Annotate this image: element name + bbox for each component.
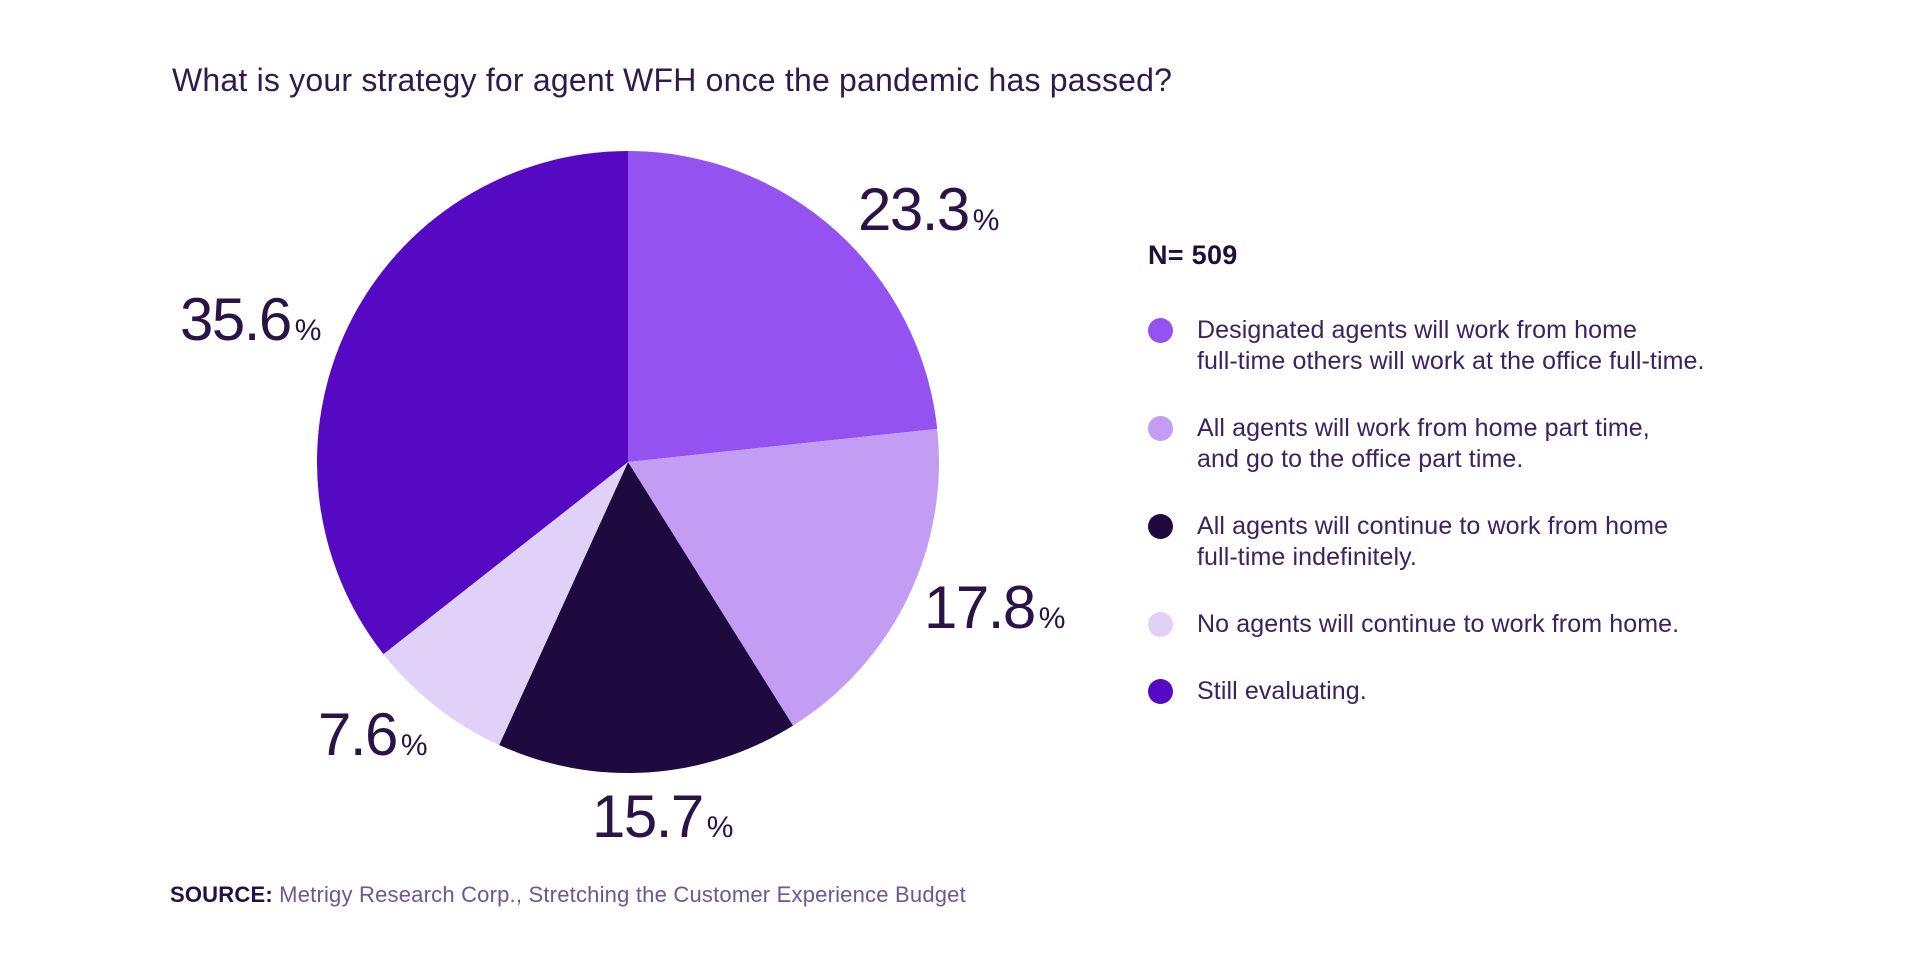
legend-item-label: No agents will continue to work from hom… [1197, 610, 1680, 638]
source-line: SOURCE: Metrigy Research Corp., Stretchi… [170, 882, 966, 908]
pie-slice-3 [383, 462, 628, 746]
source-label: SOURCE: [170, 882, 273, 907]
pie-label-no-agents: 7.6% [318, 705, 428, 765]
legend-item-label: Still evaluating. [1197, 677, 1367, 705]
legend-swatch-dot [1148, 679, 1173, 704]
legend-item-no-agents: No agents will continue to work from hom… [1148, 609, 1858, 640]
legend-swatch-dot [1148, 416, 1173, 441]
percent-sign: % [1038, 602, 1066, 635]
pie-label-value: 17.8 [924, 574, 1036, 641]
pie-slice-0 [628, 151, 938, 462]
legend-swatch-dot [1148, 612, 1173, 637]
pie-label-value: 23.3 [858, 176, 970, 243]
pie-label-value: 7.6 [318, 701, 398, 768]
pie-slice-1 [628, 428, 939, 726]
legend-item-still-evaluating: Still evaluating. [1148, 676, 1858, 707]
percent-sign: % [706, 811, 734, 844]
source-text: Metrigy Research Corp., Stretching the C… [279, 882, 966, 907]
legend-item-part-time: All agents will work from home part time… [1148, 413, 1858, 475]
sample-size-label: N= 509 [1148, 240, 1238, 270]
legend-swatch-dot [1148, 514, 1173, 539]
percent-sign: % [294, 314, 322, 347]
legend-item-label: Designated agents will work from home fu… [1197, 316, 1705, 375]
legend-item-label: All agents will continue to work from ho… [1197, 512, 1669, 571]
pie-slice-2 [499, 462, 793, 773]
pie-label-part-time: 17.8% [924, 578, 1065, 638]
percent-sign: % [400, 729, 428, 762]
pie-label-full-time-indefinitely: 15.7% [592, 787, 733, 847]
legend-item-full-time-indefinitely: All agents will continue to work from ho… [1148, 511, 1858, 573]
chart-title: What is your strategy for agent WFH once… [172, 62, 1173, 98]
legend-item-designated-agents: Designated agents will work from home fu… [1148, 315, 1858, 377]
pie-label-still-evaluating: 35.6% [180, 290, 321, 350]
percent-sign: % [972, 204, 1000, 237]
pie-label-value: 35.6 [180, 286, 292, 353]
pie-label-value: 15.7 [592, 783, 704, 850]
pie-chart [317, 151, 939, 773]
legend-swatch-dot [1148, 318, 1173, 343]
pie-slice-4 [317, 151, 628, 655]
legend: N= 509 Designated agents will work from … [1148, 240, 1858, 707]
legend-item-label: All agents will work from home part time… [1197, 414, 1650, 473]
pie-label-designated-agents: 23.3% [858, 180, 999, 240]
